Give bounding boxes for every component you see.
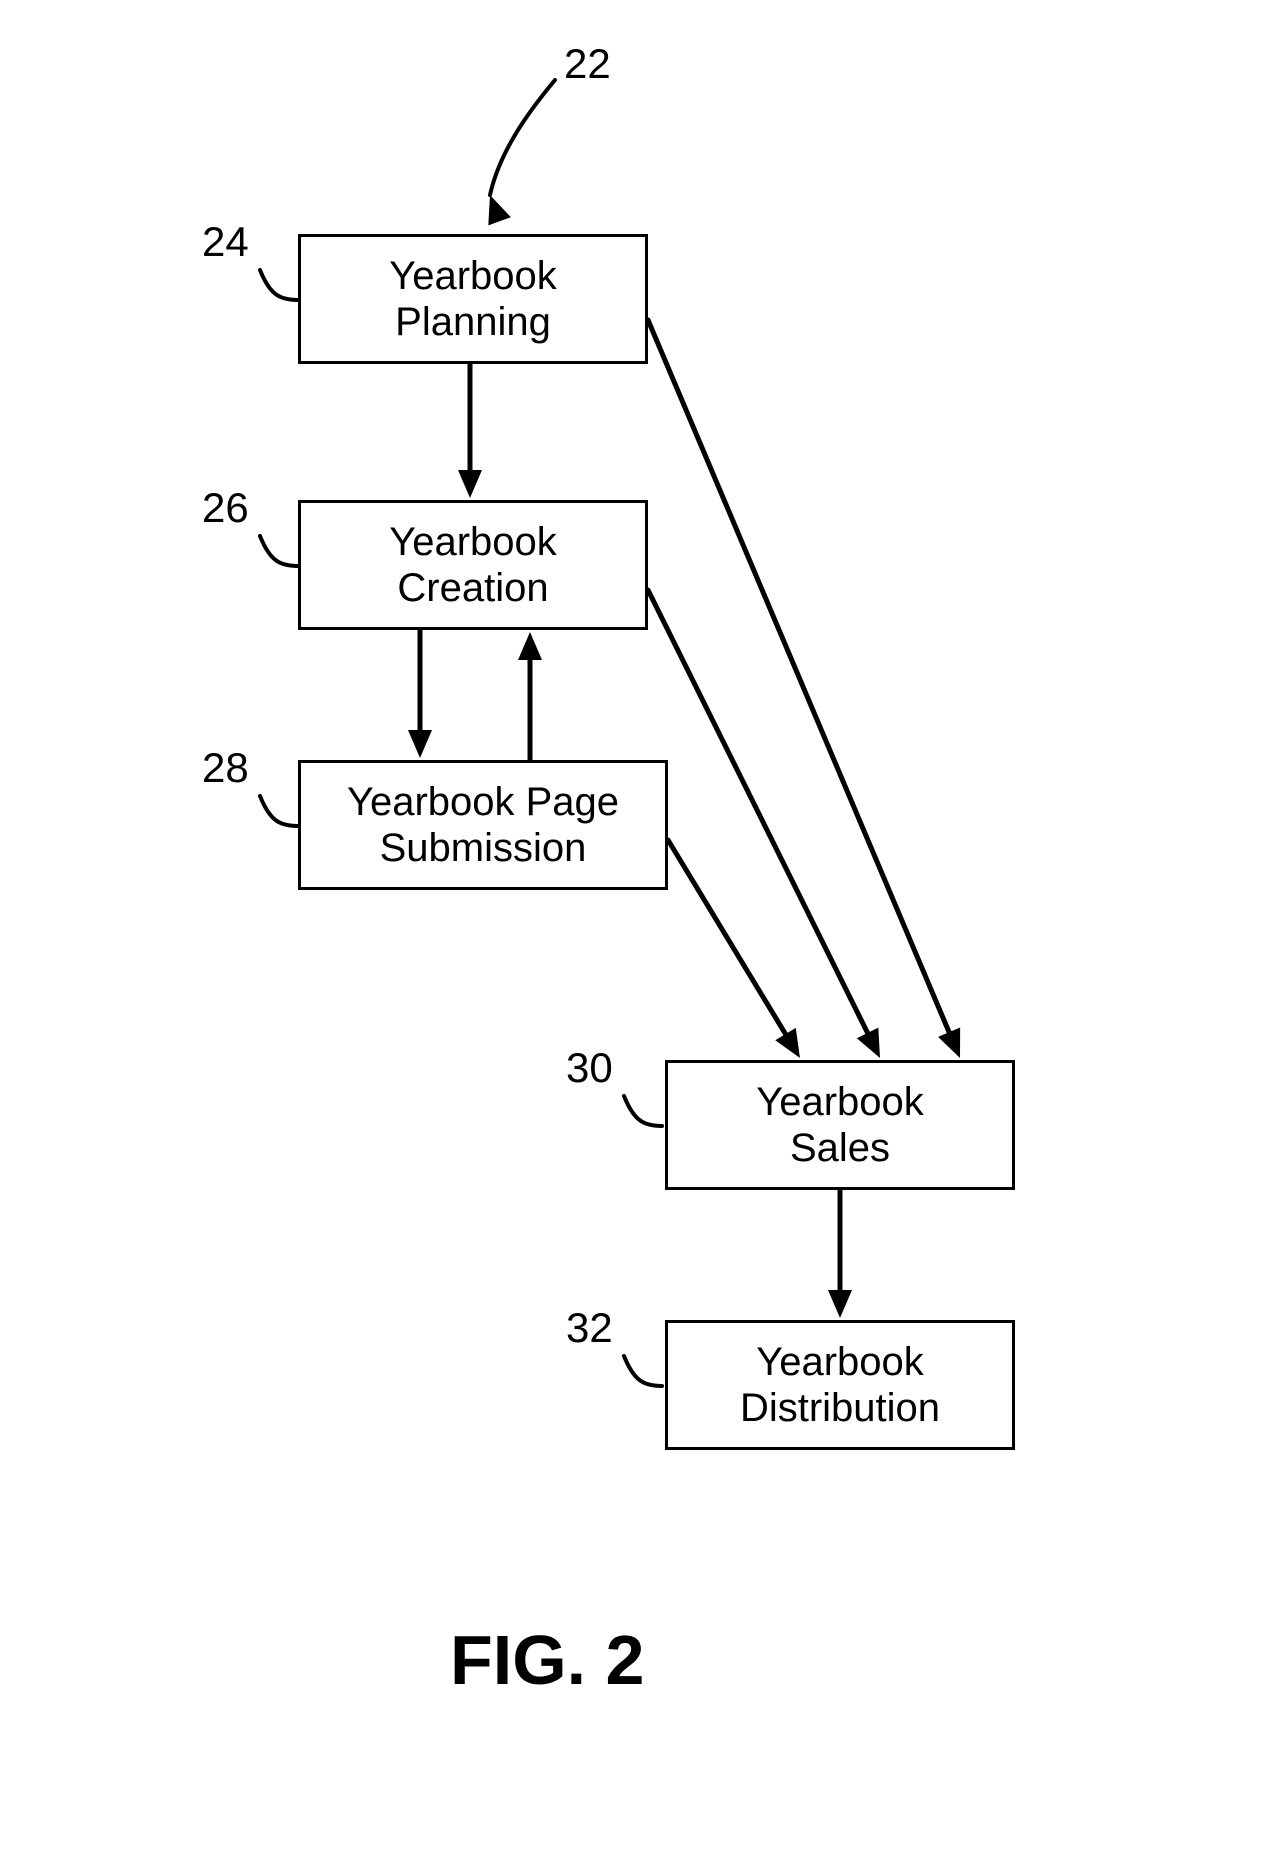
figure-caption: FIG. 2	[450, 1620, 644, 1700]
node-planning: Yearbook Planning	[298, 234, 648, 364]
node-submission: Yearbook Page Submission	[298, 760, 668, 890]
node-submission-text: Yearbook Page Submission	[347, 779, 619, 871]
node-creation-line2: Creation	[397, 566, 548, 610]
ref-label-planning: 24	[202, 218, 249, 266]
ref-label-distribution: 32	[566, 1304, 613, 1352]
node-creation: Yearbook Creation	[298, 500, 648, 630]
node-sales-line2: Sales	[790, 1126, 890, 1170]
node-distribution-line2: Distribution	[740, 1386, 940, 1430]
node-distribution-text: Yearbook Distribution	[740, 1339, 940, 1431]
node-planning-line1: Yearbook	[389, 254, 557, 298]
figure-ref-pointer-label: 22	[564, 40, 611, 88]
node-sales-line1: Yearbook	[756, 1080, 924, 1124]
node-planning-text: Yearbook Planning	[389, 253, 557, 345]
node-sales: Yearbook Sales	[665, 1060, 1015, 1190]
node-sales-text: Yearbook Sales	[756, 1079, 924, 1171]
node-creation-line1: Yearbook	[389, 520, 557, 564]
ref-label-sales: 30	[566, 1044, 613, 1092]
ref-label-submission: 28	[202, 744, 249, 792]
node-submission-line2: Submission	[380, 826, 587, 870]
node-distribution-line1: Yearbook	[756, 1340, 924, 1384]
node-submission-line1: Yearbook Page	[347, 780, 619, 824]
ref-label-creation: 26	[202, 484, 249, 532]
node-distribution: Yearbook Distribution	[665, 1320, 1015, 1450]
node-planning-line2: Planning	[395, 300, 551, 344]
node-creation-text: Yearbook Creation	[389, 519, 557, 611]
